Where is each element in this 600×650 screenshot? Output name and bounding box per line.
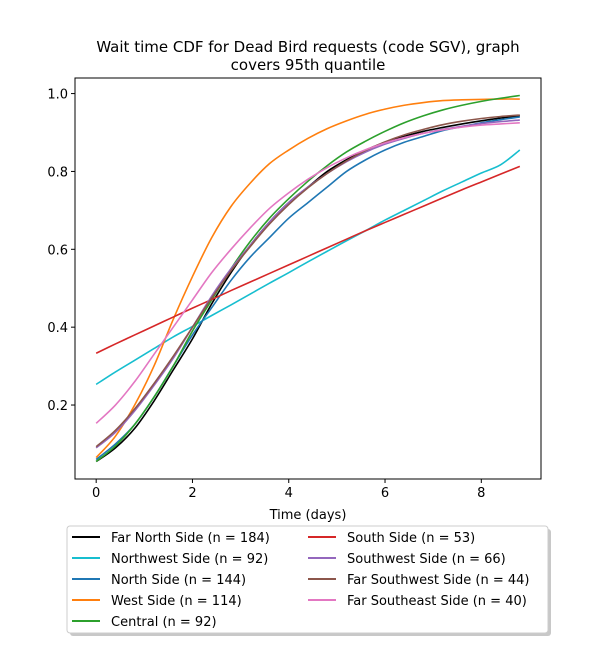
series-line-4 — [96, 96, 520, 462]
y-tick-label: 1.0 — [47, 88, 68, 103]
y-tick-label: 0.2 — [47, 399, 68, 414]
legend-label-7: Far Southwest Side (n = 44) — [347, 573, 529, 588]
series-line-6 — [96, 120, 520, 448]
series-line-5 — [96, 166, 520, 353]
y-axis: 0.2 0.4 0.6 0.8 1.0 — [47, 88, 75, 414]
series-line-3 — [96, 99, 520, 458]
series-line-7 — [96, 115, 520, 447]
legend: Far North Side (n = 184) Northwest Side (… — [67, 526, 551, 636]
legend-label-2: North Side (n = 144) — [111, 573, 246, 588]
legend-label-6: Southwest Side (n = 66) — [347, 552, 506, 567]
legend-label-0: Far North Side (n = 184) — [111, 531, 270, 546]
series-line-2 — [96, 117, 520, 460]
series-line-0 — [96, 116, 520, 462]
legend-label-8: Far Southeast Side (n = 40) — [347, 594, 527, 609]
chart-title: Wait time CDF for Dead Bird requests (co… — [96, 38, 519, 74]
x-axis: 0 2 4 6 8 — [92, 479, 485, 501]
x-tick-label: 0 — [92, 486, 100, 501]
legend-label-5: South Side (n = 53) — [347, 531, 475, 546]
legend-label-1: Northwest Side (n = 92) — [111, 552, 268, 567]
x-axis-label: Time (days) — [269, 508, 347, 523]
legend-label-4: Central (n = 92) — [111, 615, 217, 630]
x-tick-label: 4 — [285, 486, 293, 501]
y-tick-label: 0.4 — [47, 321, 68, 336]
series-line-1 — [96, 150, 520, 384]
chart-title-line-1: Wait time CDF for Dead Bird requests (co… — [96, 38, 519, 56]
x-tick-label: 6 — [381, 486, 389, 501]
y-tick-label: 0.8 — [47, 165, 68, 180]
legend-label-3: West Side (n = 114) — [111, 594, 242, 609]
y-tick-label: 0.6 — [47, 243, 68, 258]
chart-title-line-2: covers 95th quantile — [231, 56, 386, 74]
series-lines — [96, 96, 520, 462]
x-tick-label: 8 — [477, 486, 485, 501]
x-tick-label: 2 — [188, 486, 196, 501]
